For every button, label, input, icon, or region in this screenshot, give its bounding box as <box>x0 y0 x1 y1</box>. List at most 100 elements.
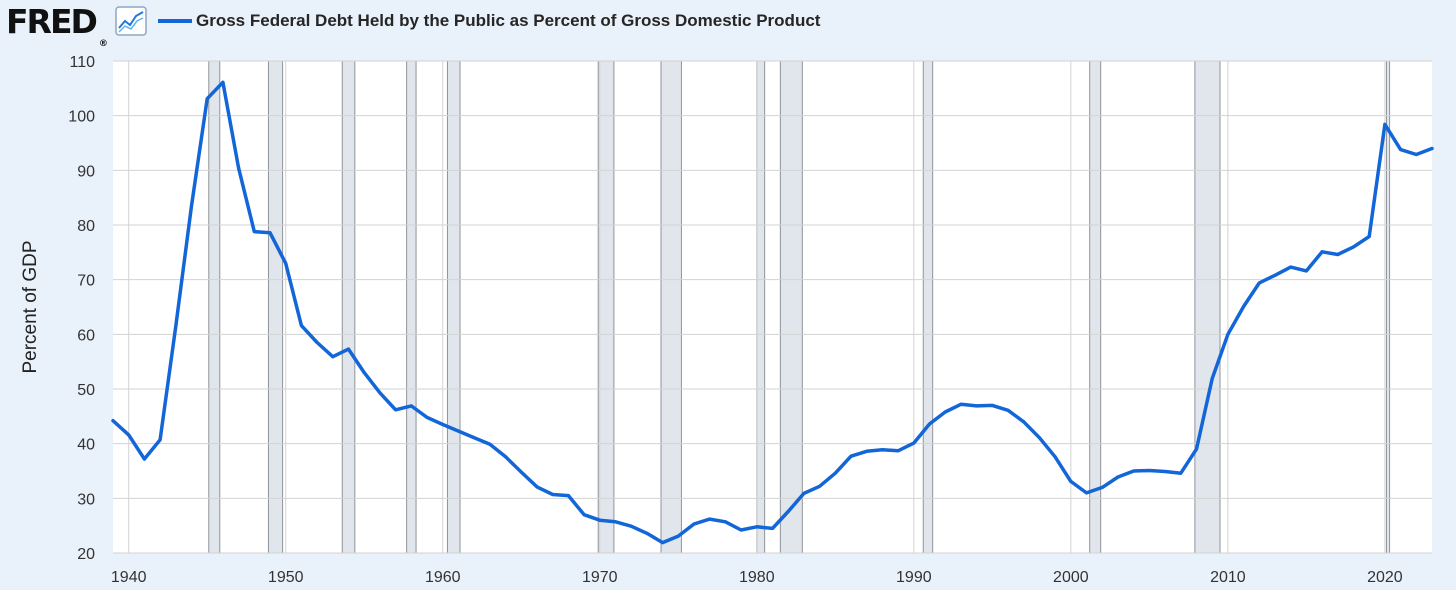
data-point <box>802 491 806 495</box>
data-point <box>268 231 272 235</box>
y-tick-label: 40 <box>77 437 95 454</box>
trend-line-icon[interactable] <box>115 6 147 36</box>
data-point <box>237 166 241 170</box>
data-point <box>174 324 178 328</box>
y-tick-label: 30 <box>77 491 95 508</box>
data-point <box>661 541 665 545</box>
data-point <box>394 408 398 412</box>
data-point <box>456 429 460 433</box>
data-point <box>928 422 932 426</box>
data-point <box>943 410 947 414</box>
data-point <box>1226 332 1230 336</box>
data-point <box>582 513 586 517</box>
data-point <box>142 457 146 461</box>
data-point <box>1320 250 1324 254</box>
data-point <box>629 524 633 528</box>
data-point <box>676 534 680 538</box>
data-point <box>535 485 539 489</box>
recession-band <box>268 61 283 553</box>
logo-text: FRED <box>6 2 98 41</box>
x-tick-label: 2020 <box>1367 569 1403 586</box>
chart-title: Gross Federal Debt Held by the Public as… <box>196 11 821 30</box>
plot-area <box>113 61 1432 553</box>
data-point <box>378 391 382 395</box>
x-tick-label: 1940 <box>111 569 147 586</box>
data-point <box>818 484 822 488</box>
x-tick-label: 2010 <box>1210 569 1246 586</box>
y-tick-label: 50 <box>77 382 95 399</box>
data-point <box>472 436 476 440</box>
data-point <box>912 441 916 445</box>
data-point <box>205 97 209 101</box>
data-point <box>252 230 256 234</box>
logo-registered-mark: ® <box>98 39 108 49</box>
data-point <box>613 520 617 524</box>
data-point <box>1336 253 1340 257</box>
data-point <box>190 204 194 208</box>
data-point <box>1147 468 1151 472</box>
y-tick-label: 90 <box>77 163 95 180</box>
data-point <box>1116 475 1120 479</box>
data-point <box>315 341 319 345</box>
recession-band <box>598 61 614 553</box>
data-point <box>1273 273 1277 277</box>
recession-band <box>406 61 417 553</box>
data-point <box>786 509 790 513</box>
data-point <box>1242 304 1246 308</box>
recession-band <box>208 61 220 553</box>
data-point <box>1257 281 1261 285</box>
x-tick-label: 1970 <box>582 569 618 586</box>
data-point <box>645 531 649 535</box>
data-point <box>111 419 115 423</box>
recession-band <box>780 61 803 553</box>
x-tick-label: 2000 <box>1053 569 1089 586</box>
data-point <box>1304 269 1308 273</box>
data-point <box>551 493 555 497</box>
data-point <box>598 518 602 522</box>
y-tick-label: 110 <box>69 54 95 71</box>
y-tick-label: 80 <box>77 218 95 235</box>
recession-band <box>1089 61 1101 553</box>
fred-logo[interactable]: FRED® <box>6 2 108 49</box>
data-point <box>1383 122 1387 126</box>
data-point <box>158 438 162 442</box>
data-point <box>1006 408 1010 412</box>
y-tick-label: 70 <box>77 273 95 290</box>
data-point <box>1022 420 1026 424</box>
data-point <box>1053 455 1057 459</box>
data-point <box>299 324 303 328</box>
y-tick-label: 20 <box>77 546 95 563</box>
x-tick-label: 1960 <box>425 569 461 586</box>
data-point <box>1100 485 1104 489</box>
data-point <box>1179 471 1183 475</box>
recession-band <box>756 61 765 553</box>
data-point <box>1210 377 1214 381</box>
data-point <box>771 526 774 530</box>
data-point <box>1399 148 1403 152</box>
recession-band <box>1194 61 1221 553</box>
data-point <box>692 522 696 526</box>
data-point <box>566 494 570 498</box>
data-point <box>959 402 963 406</box>
data-point <box>488 442 492 446</box>
legend-swatch <box>158 19 192 23</box>
data-point <box>708 517 712 521</box>
recession-band <box>661 61 682 553</box>
data-point <box>880 448 884 452</box>
data-point <box>1351 245 1355 249</box>
data-point <box>362 371 366 375</box>
data-point <box>409 404 413 408</box>
data-point <box>1194 447 1198 451</box>
data-point <box>1132 469 1136 473</box>
data-point <box>975 404 979 408</box>
data-point <box>849 454 853 458</box>
data-point <box>519 470 523 474</box>
data-point <box>833 471 837 475</box>
recession-band <box>1386 61 1390 553</box>
data-point <box>1430 146 1434 150</box>
data-point <box>284 261 288 265</box>
data-point <box>347 347 351 351</box>
data-point <box>865 449 869 453</box>
